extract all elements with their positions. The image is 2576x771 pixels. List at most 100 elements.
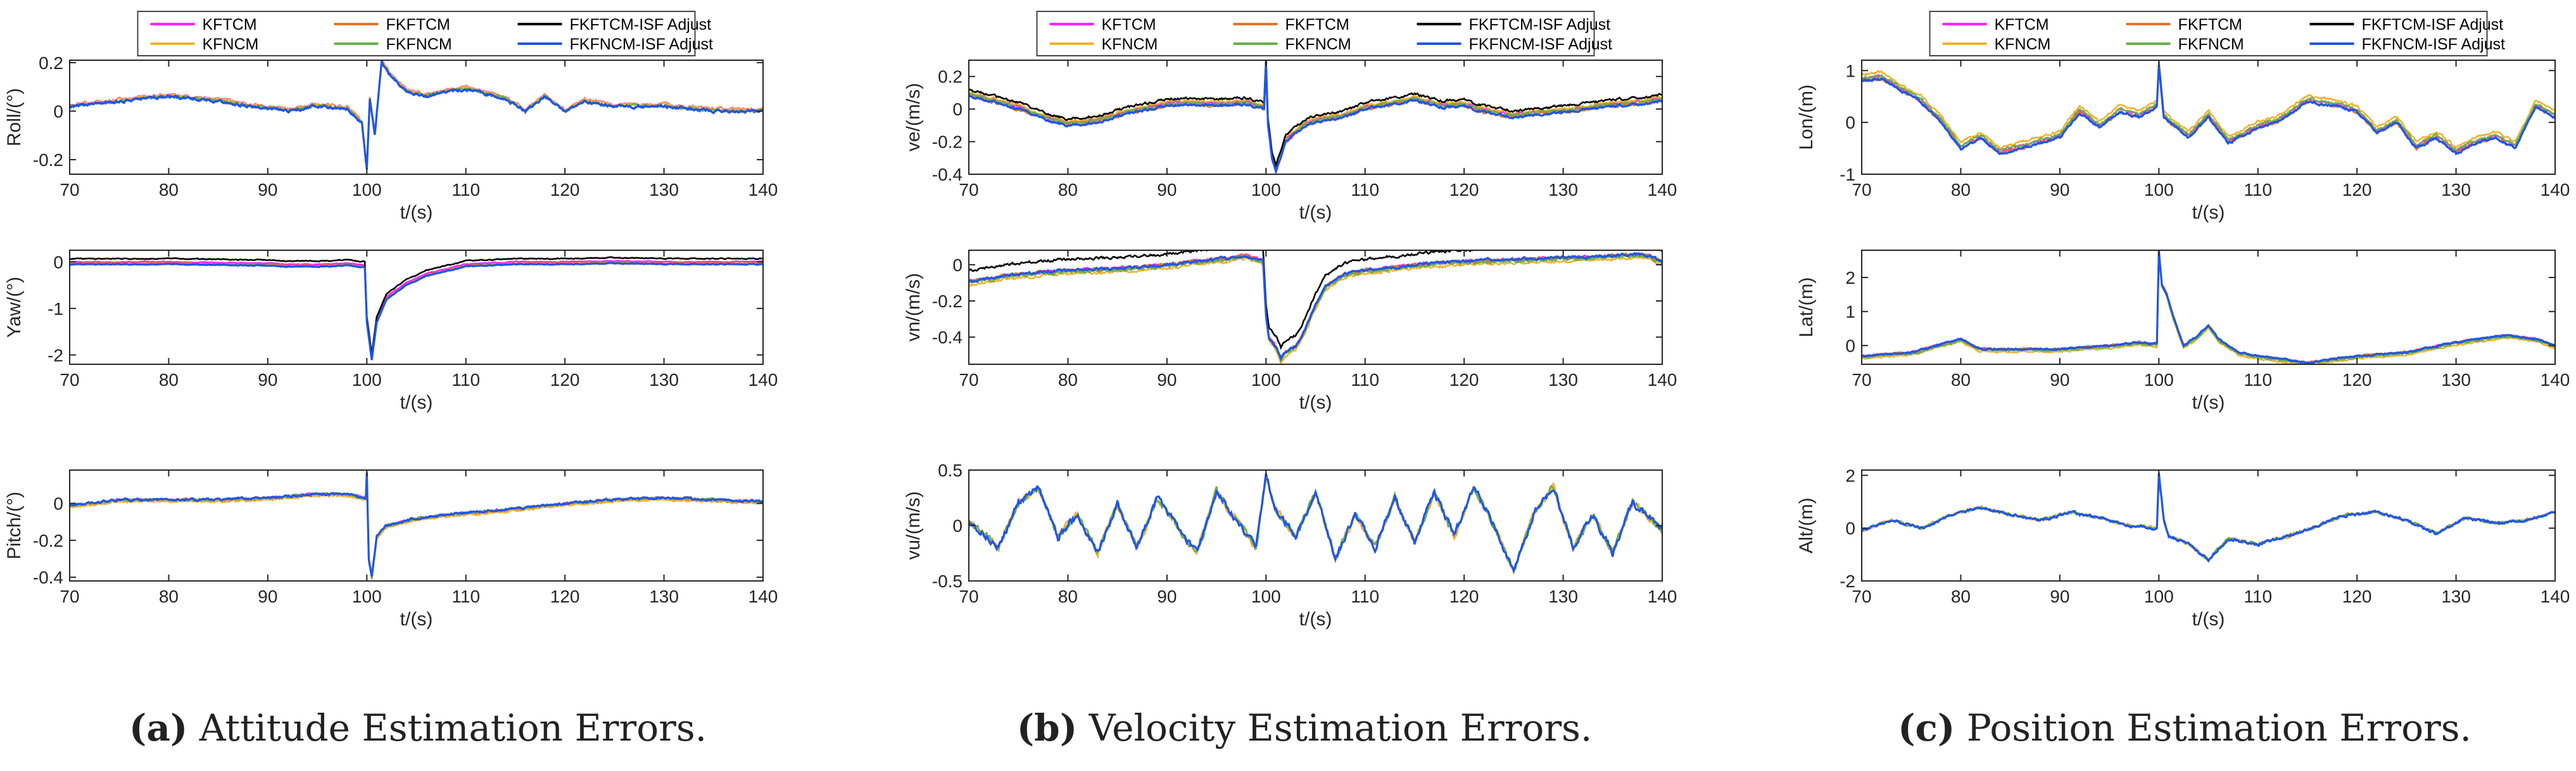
x-tick-label: 120 (1449, 180, 1479, 200)
series-line-fkfncm-isf-adjust (1862, 65, 2555, 156)
legend-box (1036, 11, 1595, 56)
y-axis-label: ve/(m/s) (903, 83, 924, 151)
axes-frame (1861, 250, 2556, 365)
y-tick-label: -0.2 (33, 531, 63, 551)
x-tick-label: 130 (1548, 180, 1578, 200)
legend-label: KFNCM (1102, 35, 1158, 53)
x-tick-label: 80 (1951, 587, 1971, 606)
x-tick-label: 90 (1157, 180, 1177, 200)
legend-label: FKFNCM (2178, 35, 2244, 53)
y-tick-label: -0.4 (33, 568, 63, 587)
legend-label: FKFNCM-ISF Adjust (2362, 35, 2505, 53)
plot-area (70, 250, 763, 364)
x-tick-label: 130 (2441, 587, 2471, 606)
y-tick-label: -0.2 (932, 291, 963, 311)
x-axis-label: t/(s) (2192, 202, 2225, 223)
y-tick-label: -1 (1840, 165, 1855, 184)
x-tick-label: 130 (649, 587, 679, 606)
x-tick-label: 120 (2342, 180, 2372, 200)
subplot-c-3: 70 80 90 100 110 120 130 140 -2 0 2 t/(s) Alt/(m) (1796, 466, 2570, 630)
x-tick-label: 80 (159, 180, 179, 200)
x-tick-label: 120 (1449, 370, 1479, 390)
x-axis-label: t/(s) (400, 202, 433, 223)
y-tick-label: 1 (1845, 61, 1855, 80)
series-line-fkfncm-isf-adjust (70, 60, 763, 170)
plot-area (70, 470, 763, 581)
x-tick-label: 130 (2441, 180, 2471, 200)
x-axis-label: t/(s) (2192, 392, 2225, 413)
y-tick-label: -2 (1840, 571, 1855, 591)
y-tick-label: -0.4 (932, 328, 963, 347)
x-tick-label: 140 (2541, 587, 2570, 606)
legend-label: FKFTCM-ISF Adjust (1469, 16, 1611, 34)
x-tick-label: 120 (550, 370, 580, 390)
x-axis-label: t/(s) (1299, 392, 1332, 413)
legend-label: KFTCM (1102, 16, 1156, 34)
series-line-fkftcm-isf-adjust (969, 60, 1662, 169)
x-tick-label: 70 (1852, 180, 1871, 200)
x-tick-label: 120 (1449, 587, 1479, 606)
legend-label: FKFNCM (1285, 35, 1351, 53)
x-tick-label: 70 (60, 370, 79, 390)
x-tick-label: 70 (959, 180, 978, 200)
y-tick-label: -0.2 (33, 150, 63, 170)
x-tick-label: 100 (1251, 180, 1281, 200)
x-tick-label: 70 (959, 370, 978, 390)
y-tick-label: 0 (952, 99, 963, 119)
y-tick-label: 0 (1845, 519, 1855, 538)
x-tick-label: 100 (1251, 370, 1281, 390)
x-tick-label: 110 (1351, 180, 1379, 200)
series-line-kfncm (969, 61, 1662, 170)
x-tick-label: 70 (60, 180, 79, 200)
series-line-fkfncm-isf-adjust (70, 261, 763, 360)
y-axis-label: Roll/(°) (4, 88, 25, 146)
y-tick-label: 0.2 (39, 53, 63, 73)
subplot-b-3: 70 80 90 100 110 120 130 140 -0.5 0 0.5 t/(s) vu/(m/… (903, 461, 1677, 630)
x-tick-label: 100 (352, 180, 382, 200)
y-axis-label: vu/(m/s) (903, 491, 924, 559)
y-axis-label: vn/(m/s) (903, 273, 924, 341)
axes-frame (1861, 60, 2556, 175)
x-tick-label: 70 (1852, 370, 1871, 390)
y-tick-label: 0 (53, 252, 63, 272)
caption-c: (c) Position Estimation Errors. (1898, 706, 2472, 749)
x-tick-label: 100 (352, 370, 382, 390)
x-tick-label: 140 (748, 180, 778, 200)
x-tick-label: 110 (2244, 370, 2272, 390)
x-tick-label: 80 (1058, 180, 1078, 200)
axes-frame (968, 250, 1663, 365)
x-tick-label: 110 (451, 370, 480, 390)
legend-label: FKFTCM (386, 16, 450, 34)
series-line-fkftcm-isf-adjust (969, 250, 1662, 350)
legend-label: FKFTCM-ISF Adjust (570, 16, 712, 34)
subplot-a-2: 70 80 90 100 110 120 130 140 -2 -1 0 t/(s) Yaw/(°) (4, 250, 778, 413)
x-axis-label: t/(s) (1299, 202, 1332, 223)
x-tick-label: 140 (1648, 370, 1677, 390)
y-tick-label: -2 (47, 345, 63, 365)
axes-frame (1861, 469, 2556, 582)
x-tick-label: 80 (1951, 370, 1971, 390)
y-tick-label: 0.2 (938, 67, 963, 87)
x-tick-label: 110 (451, 180, 480, 200)
series-line-kfncm (1862, 60, 2555, 150)
x-tick-label: 110 (2244, 587, 2272, 606)
y-tick-label: -0.4 (932, 165, 963, 184)
series-line-fkfncm-isf-adjust (1862, 250, 2555, 364)
series-line-fkfncm-isf-adjust (70, 473, 763, 577)
legend-label: KFTCM (1995, 16, 2049, 34)
legend-label: FKFTCM (2178, 16, 2242, 34)
series-line-fkftcm-isf-adjust (70, 256, 763, 355)
y-axis-label: Lon/(m) (1796, 84, 1817, 150)
series-line-fkfncm (1862, 62, 2555, 152)
legend-label: KFTCM (203, 16, 257, 34)
series-line-fkfncm-isf-adjust (969, 64, 1662, 174)
legend-label: FKFNCM-ISF Adjust (570, 35, 713, 53)
plot-area (969, 470, 1662, 581)
axes-frame (69, 60, 764, 175)
y-axis-label: Yaw/(°) (4, 277, 25, 338)
legend-label: KFNCM (203, 35, 259, 53)
subplot-a-3: 70 80 90 100 110 120 130 140 -0.4 -0.2 0 t/(s) Pitch… (4, 469, 778, 630)
series-line-fkfncm-isf-adjust (969, 473, 1662, 574)
x-tick-label: 130 (1548, 587, 1578, 606)
series-line-fkfncm-isf-adjust (969, 252, 1662, 362)
